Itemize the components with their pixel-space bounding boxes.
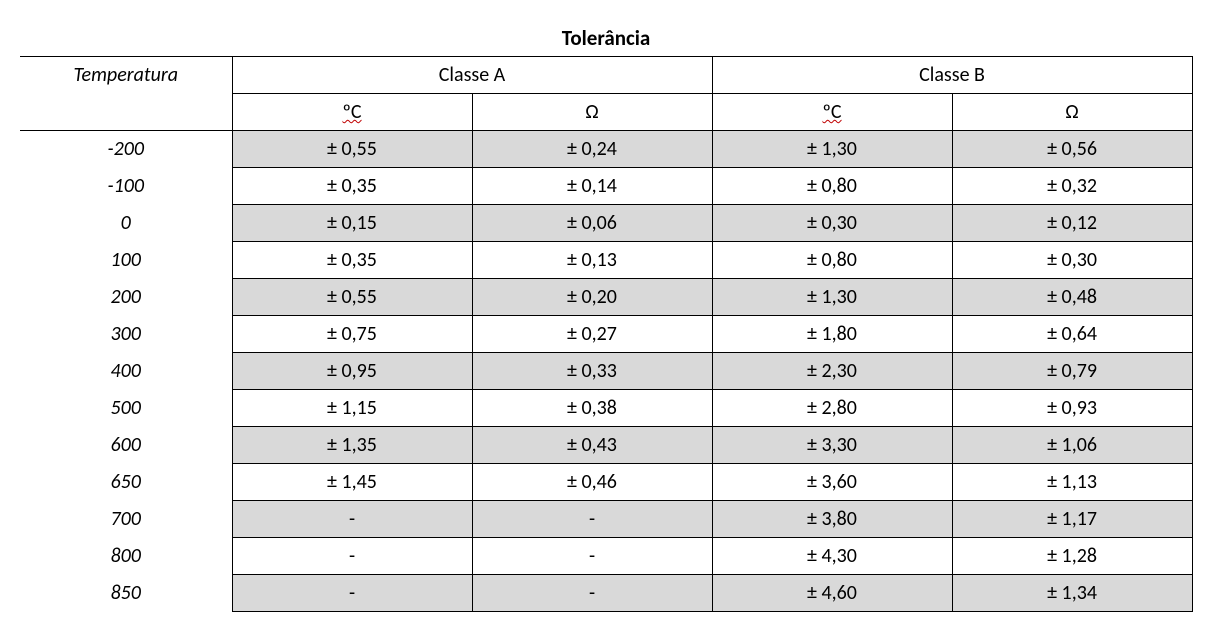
table-row: 500± 1,15± 0,38± 2,80± 0,93 <box>20 390 1192 427</box>
cell-class-b-celsius: ± 4,30 <box>712 538 952 575</box>
cell-class-b-ohm: ± 0,64 <box>952 316 1192 353</box>
cell-class-b-celsius: ± 0,30 <box>712 205 952 242</box>
cell-class-a-ohm: ± 0,06 <box>472 205 712 242</box>
cell-class-b-ohm: ± 1,17 <box>952 501 1192 538</box>
table-row: -200± 0,55± 0,24± 1,30± 0,56 <box>20 131 1192 168</box>
cell-class-a-ohm: - <box>472 538 712 575</box>
cell-class-a-celsius: ± 0,15 <box>232 205 472 242</box>
cell-class-a-ohm: ± 0,24 <box>472 131 712 168</box>
cell-class-b-celsius: ± 1,80 <box>712 316 952 353</box>
cell-class-a-celsius: ± 0,95 <box>232 353 472 390</box>
table-row: 400± 0,95± 0,33± 2,30± 0,79 <box>20 353 1192 390</box>
table-row: 200± 0,55± 0,20± 1,30± 0,48 <box>20 279 1192 316</box>
table-row: -100± 0,35± 0,14± 0,80± 0,32 <box>20 168 1192 205</box>
cell-class-a-ohm: - <box>472 575 712 612</box>
cell-class-a-ohm: ± 0,33 <box>472 353 712 390</box>
cell-class-a-ohm: - <box>472 501 712 538</box>
cell-temperature: 0 <box>20 205 232 242</box>
cell-class-a-celsius: - <box>232 501 472 538</box>
cell-class-a-ohm: ± 0,46 <box>472 464 712 501</box>
cell-temperature: 700 <box>20 501 232 538</box>
header-class-a-celsius: ºC <box>232 94 472 131</box>
cell-class-b-ohm: ± 1,13 <box>952 464 1192 501</box>
cell-class-b-ohm: ± 0,32 <box>952 168 1192 205</box>
cell-temperature: -200 <box>20 131 232 168</box>
cell-class-b-ohm: ± 1,28 <box>952 538 1192 575</box>
cell-class-a-ohm: ± 0,14 <box>472 168 712 205</box>
cell-temperature: -100 <box>20 168 232 205</box>
cell-class-a-ohm: ± 0,20 <box>472 279 712 316</box>
cell-class-a-celsius: ± 1,45 <box>232 464 472 501</box>
cell-temperature: 200 <box>20 279 232 316</box>
header-class-b: Classe B <box>712 57 1192 94</box>
cell-class-a-ohm: ± 0,38 <box>472 390 712 427</box>
cell-class-a-celsius: - <box>232 538 472 575</box>
cell-class-b-ohm: ± 0,48 <box>952 279 1192 316</box>
cell-class-a-celsius: - <box>232 575 472 612</box>
tolerance-table: Tolerância Temperatura Classe A Classe B… <box>20 20 1193 612</box>
table-title: Tolerância <box>20 20 1192 57</box>
cell-temperature: 600 <box>20 427 232 464</box>
table-row: 800--± 4,30± 1,28 <box>20 538 1192 575</box>
cell-temperature: 800 <box>20 538 232 575</box>
cell-class-b-celsius: ± 3,30 <box>712 427 952 464</box>
header-class-a-ohm: Ω <box>472 94 712 131</box>
cell-temperature: 400 <box>20 353 232 390</box>
cell-class-b-celsius: ± 4,60 <box>712 575 952 612</box>
cell-class-a-celsius: ± 0,35 <box>232 242 472 279</box>
table-row: 100± 0,35± 0,13± 0,80± 0,30 <box>20 242 1192 279</box>
table-row: 700--± 3,80± 1,17 <box>20 501 1192 538</box>
cell-class-b-celsius: ± 1,30 <box>712 279 952 316</box>
cell-class-b-celsius: ± 3,60 <box>712 464 952 501</box>
cell-temperature: 500 <box>20 390 232 427</box>
header-class-b-ohm: Ω <box>952 94 1192 131</box>
cell-class-b-celsius: ± 2,30 <box>712 353 952 390</box>
cell-class-a-ohm: ± 0,43 <box>472 427 712 464</box>
table-row: 0± 0,15± 0,06± 0,30± 0,12 <box>20 205 1192 242</box>
cell-class-a-celsius: ± 1,15 <box>232 390 472 427</box>
table-row: 300± 0,75± 0,27± 1,80± 0,64 <box>20 316 1192 353</box>
cell-class-b-ohm: ± 0,56 <box>952 131 1192 168</box>
header-class-a: Classe A <box>232 57 712 94</box>
cell-class-b-celsius: ± 0,80 <box>712 168 952 205</box>
header-temperature-blank <box>20 94 232 131</box>
cell-class-a-celsius: ± 1,35 <box>232 427 472 464</box>
table-row: 600± 1,35± 0,43± 3,30± 1,06 <box>20 427 1192 464</box>
cell-temperature: 100 <box>20 242 232 279</box>
cell-class-b-celsius: ± 3,80 <box>712 501 952 538</box>
cell-class-a-celsius: ± 0,55 <box>232 279 472 316</box>
cell-class-a-celsius: ± 0,55 <box>232 131 472 168</box>
cell-class-b-celsius: ± 1,30 <box>712 131 952 168</box>
header-temperature: Temperatura <box>20 57 232 94</box>
cell-class-b-celsius: ± 2,80 <box>712 390 952 427</box>
cell-temperature: 850 <box>20 575 232 612</box>
cell-class-b-ohm: ± 0,30 <box>952 242 1192 279</box>
cell-class-b-ohm: ± 0,12 <box>952 205 1192 242</box>
table-row: 850--± 4,60± 1,34 <box>20 575 1192 612</box>
cell-class-b-ohm: ± 0,79 <box>952 353 1192 390</box>
header-class-b-celsius: ºC <box>712 94 952 131</box>
cell-class-a-ohm: ± 0,13 <box>472 242 712 279</box>
cell-class-a-celsius: ± 0,35 <box>232 168 472 205</box>
cell-class-b-ohm: ± 1,06 <box>952 427 1192 464</box>
cell-class-b-ohm: ± 1,34 <box>952 575 1192 612</box>
cell-class-a-celsius: ± 0,75 <box>232 316 472 353</box>
cell-class-b-celsius: ± 0,80 <box>712 242 952 279</box>
cell-class-b-ohm: ± 0,93 <box>952 390 1192 427</box>
cell-temperature: 300 <box>20 316 232 353</box>
cell-class-a-ohm: ± 0,27 <box>472 316 712 353</box>
table-row: 650± 1,45± 0,46± 3,60± 1,13 <box>20 464 1192 501</box>
cell-temperature: 650 <box>20 464 232 501</box>
